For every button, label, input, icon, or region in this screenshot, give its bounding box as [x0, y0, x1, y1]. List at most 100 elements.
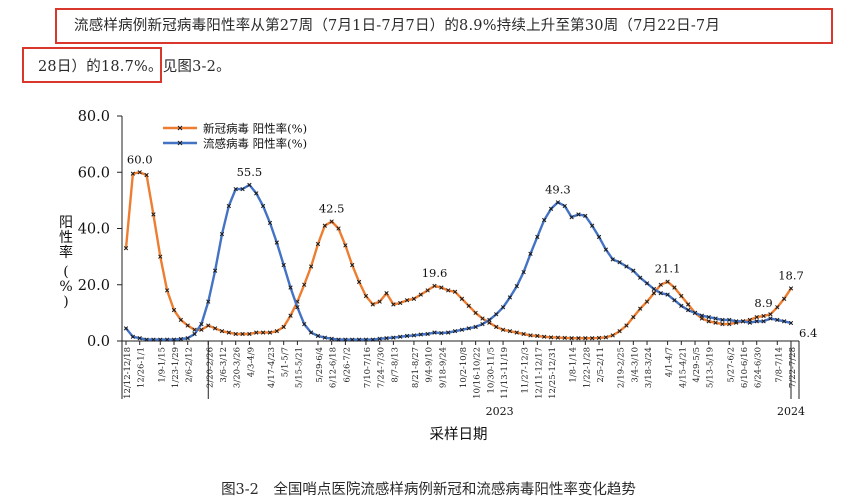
- data-point: [562, 335, 567, 341]
- data-point: [171, 307, 177, 313]
- data-point: [343, 337, 348, 342]
- x-tick-label: 3/20-3/26: [233, 347, 243, 388]
- data-label: 42.5: [319, 201, 345, 215]
- data-point: [500, 327, 506, 332]
- x-tick-label: 1/8-1/14: [569, 347, 579, 383]
- x-tick-label: 2/19-2/25: [617, 347, 627, 388]
- series-line-0: [124, 171, 793, 340]
- data-point: [617, 329, 622, 334]
- data-point: [391, 335, 396, 340]
- x-tick-label: 8/21-8/27: [411, 347, 421, 388]
- data-point: [267, 220, 273, 226]
- x-tick-label: 7/8-7/14: [774, 347, 784, 383]
- data-point: [212, 268, 218, 273]
- data-point: [521, 331, 526, 337]
- data-label: 6.4: [799, 326, 817, 340]
- data-point: [603, 335, 609, 340]
- data-point: [398, 300, 403, 306]
- data-point: [350, 262, 355, 268]
- data-point: [638, 275, 643, 280]
- data-point: [706, 319, 711, 324]
- data-point: [322, 223, 327, 228]
- x-tick-label: 5/15-5/21: [294, 347, 304, 388]
- data-point: [144, 337, 149, 342]
- x-tick-label: 2/6-2/12: [185, 347, 195, 383]
- x-tick-label: 6/26-7/2: [342, 347, 352, 383]
- x-tick-label: 4/15-4/21: [678, 347, 688, 388]
- data-point: [281, 324, 286, 330]
- y-tick-label: 20.0: [78, 278, 110, 294]
- data-point: [665, 292, 670, 297]
- legend-marker-1: [177, 140, 183, 146]
- y-axis-label-char: 性: [59, 230, 73, 246]
- data-point: [473, 324, 478, 330]
- data-point: [583, 336, 588, 341]
- y-axis-label-char: 率: [59, 244, 73, 261]
- data-point: [336, 226, 341, 231]
- data-point: [418, 332, 423, 337]
- data-point: [507, 295, 513, 300]
- data-point: [254, 191, 259, 196]
- data-point: [199, 327, 204, 332]
- data-point: [624, 323, 629, 328]
- data-point: [761, 319, 766, 324]
- data-point: [644, 299, 650, 304]
- x-tick-label: 4/29-5/5: [692, 347, 702, 383]
- data-point: [288, 285, 293, 290]
- data-label: 21.1: [655, 262, 681, 276]
- data-point: [679, 293, 684, 299]
- data-point: [761, 313, 766, 319]
- data-point: [164, 337, 170, 342]
- data-point: [487, 317, 492, 323]
- data-point: [740, 319, 746, 324]
- data-point: [281, 262, 286, 268]
- data-point: [555, 335, 561, 340]
- data-point: [439, 330, 444, 336]
- x-tick-label: 11/27-12/3: [521, 347, 531, 393]
- data-point: [788, 320, 794, 326]
- data-label: 18.7: [778, 268, 804, 282]
- chart-area: 0.0 20.0 40.0 60.0 80.0 阳性率 (%) 12/12-12/18 12/2…: [0, 92, 857, 500]
- data-point: [391, 302, 396, 307]
- data-point: [583, 213, 588, 218]
- data-point: [425, 331, 430, 337]
- data-point: [535, 333, 540, 339]
- data-point: [130, 334, 136, 339]
- highlight-box-line-2: [22, 47, 162, 83]
- data-point: [781, 319, 787, 324]
- x-tick-label: 4/1-4/7: [665, 347, 675, 377]
- y-tick-label: 0.0: [87, 334, 110, 350]
- data-point: [446, 288, 451, 293]
- data-point: [706, 314, 711, 320]
- data-point: [679, 303, 684, 308]
- data-point: [151, 212, 156, 217]
- data-point: [727, 317, 732, 323]
- x-tick-label: 12/11-12/17: [534, 347, 544, 399]
- data-point: [610, 257, 615, 262]
- x-tick-label: 12/25-12/31: [548, 347, 558, 399]
- data-point: [638, 306, 643, 311]
- data-point: [404, 298, 410, 303]
- data-point: [596, 234, 602, 240]
- data-point: [350, 337, 355, 342]
- data-point: [494, 324, 499, 330]
- data-point: [500, 305, 506, 310]
- data-point: [267, 330, 273, 335]
- data-point: [260, 330, 266, 335]
- data-point: [247, 331, 252, 337]
- x-tick-label: 12/12-12/18: [123, 347, 133, 399]
- paragraph-line-2-rest: 见图3-2。: [162, 59, 231, 75]
- data-point: [404, 333, 410, 339]
- data-point: [734, 319, 739, 324]
- data-point: [754, 319, 759, 324]
- data-point: [185, 336, 190, 341]
- data-point: [151, 337, 156, 342]
- data-point: [308, 264, 314, 269]
- x-tick-label: 10/16-10/22: [473, 347, 483, 399]
- data-point: [727, 321, 732, 327]
- data-point: [274, 329, 279, 334]
- data-point: [432, 283, 437, 289]
- data-point: [624, 264, 629, 269]
- data-point: [192, 331, 197, 337]
- data-point: [377, 336, 382, 341]
